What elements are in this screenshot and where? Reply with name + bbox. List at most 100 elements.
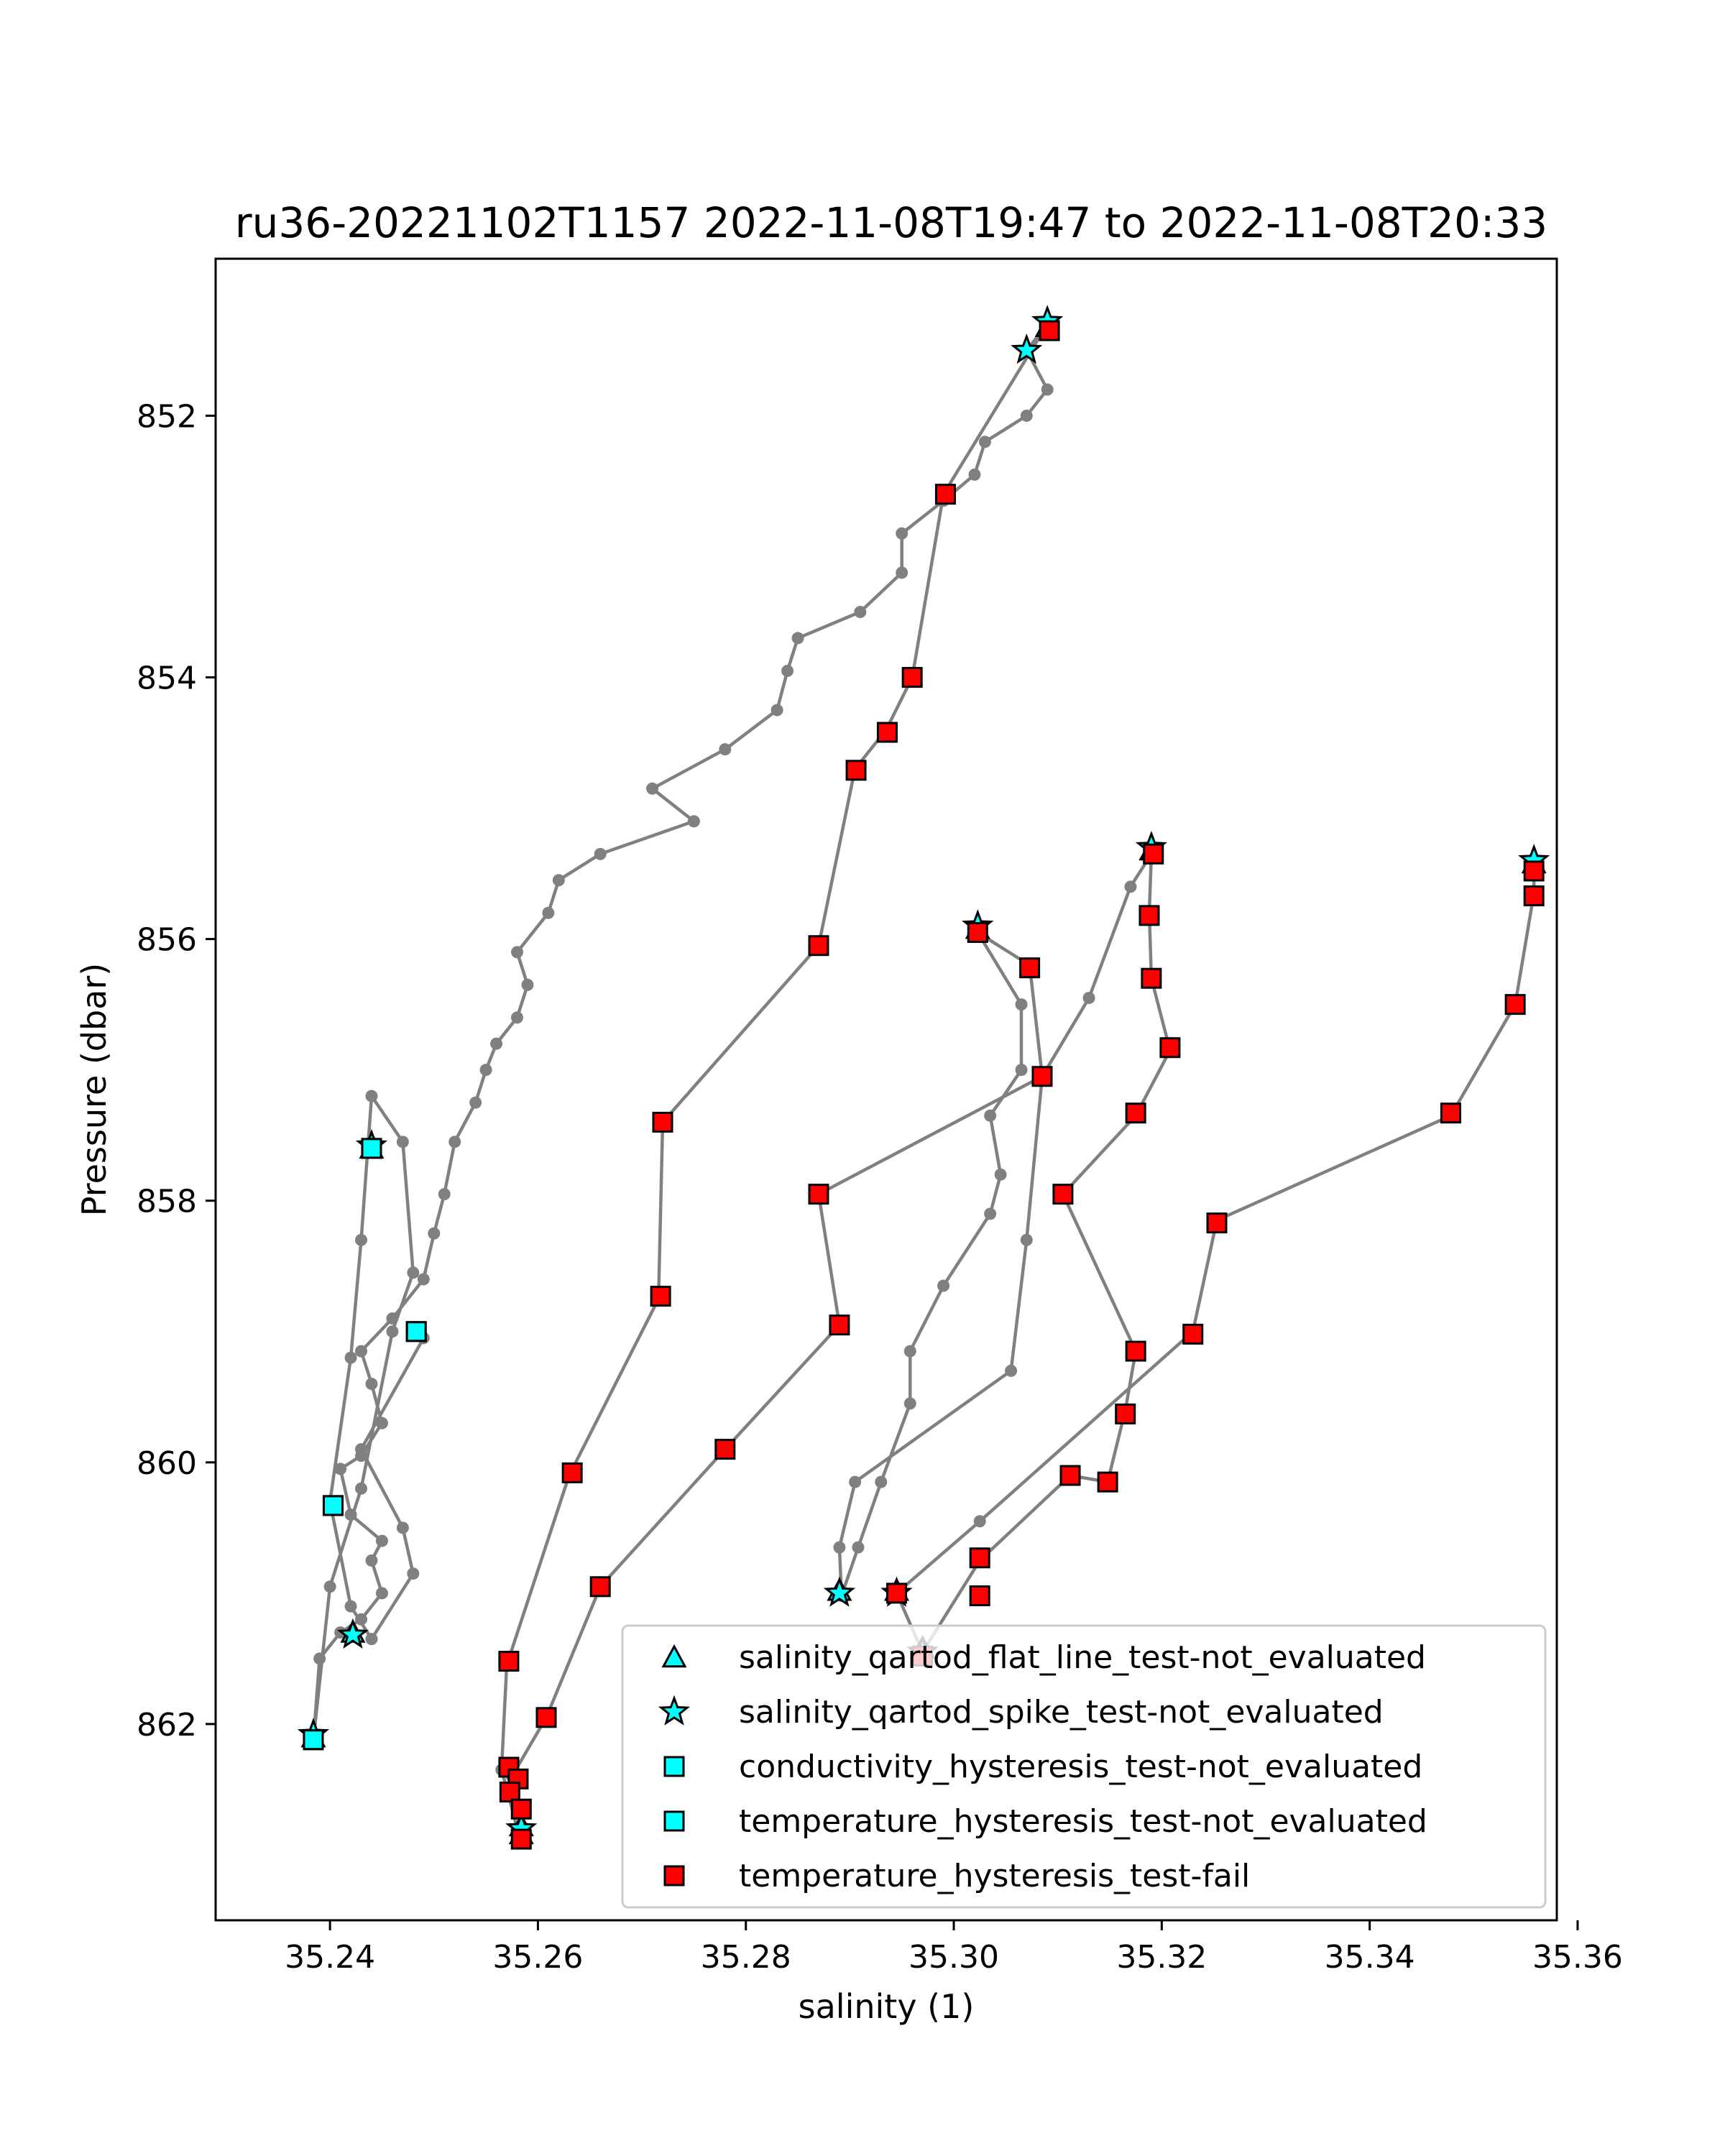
legend-box <box>621 1624 1547 1909</box>
profile-point <box>355 1482 368 1495</box>
profile-point <box>646 782 659 795</box>
square-marker <box>650 1286 671 1307</box>
profile-point <box>552 874 565 887</box>
profile-point <box>355 1345 368 1358</box>
profile-point <box>417 1273 430 1286</box>
profile-point <box>365 1633 378 1646</box>
star-marker <box>336 1618 369 1649</box>
square-marker <box>876 722 898 743</box>
profile-point <box>490 1037 503 1050</box>
legend-label: temperature_hysteresis_test-not_evaluate… <box>739 1803 1427 1840</box>
square-marker <box>1125 1102 1146 1124</box>
y-axis-label: Pressure (dbar) <box>75 963 114 1216</box>
square-marker <box>510 1828 532 1850</box>
legend-item: salinity_qartod_flat_line_test-not_evalu… <box>661 1639 1426 1676</box>
star-marker <box>1011 333 1043 364</box>
x-tick-label: 35.36 <box>1532 1939 1623 1976</box>
square-marker <box>969 1547 990 1569</box>
profile-point <box>323 1580 336 1593</box>
y-tick-label: 862 <box>137 1707 197 1743</box>
square-marker <box>845 760 867 781</box>
y-axis: 852 854 856 858 860 862 <box>137 398 216 1743</box>
legend-square-icon <box>663 1810 685 1832</box>
square-marker <box>498 1651 520 1672</box>
profile-point <box>770 704 783 717</box>
square-marker <box>1115 1403 1136 1424</box>
square-marker <box>1141 967 1162 989</box>
profile-point <box>438 1188 451 1201</box>
profile-point <box>719 743 732 756</box>
profile-line-2 <box>311 1094 426 1741</box>
profile-point <box>852 1541 865 1554</box>
y-tick-label: 860 <box>137 1445 197 1482</box>
legend-triangle-icon <box>661 1644 687 1668</box>
square-marker <box>561 1462 583 1483</box>
profile-point <box>903 1397 916 1410</box>
square-marker <box>901 667 923 688</box>
profile-point <box>854 606 867 619</box>
profile-point <box>407 1567 420 1580</box>
profile-point <box>978 436 991 448</box>
square-marker <box>589 1576 611 1598</box>
square-marker <box>1031 1066 1053 1087</box>
profile-point <box>984 1109 997 1122</box>
profile-point <box>469 1096 482 1109</box>
legend-label: conductivity_hysteresis_test-not_evaluat… <box>739 1749 1422 1785</box>
square-marker <box>1059 1465 1081 1486</box>
profile-point <box>1015 1064 1028 1077</box>
square-marker <box>1504 994 1526 1015</box>
square-marker <box>1523 885 1545 907</box>
legend-item: temperature_hysteresis_test-not_evaluate… <box>663 1803 1427 1840</box>
profile-point <box>479 1064 492 1077</box>
square-marker <box>714 1439 736 1460</box>
legend-item: temperature_hysteresis_test-fail <box>663 1858 1250 1894</box>
profile-point <box>687 815 700 828</box>
square-marker <box>510 1798 532 1820</box>
y-tick-label: 852 <box>137 398 197 435</box>
profile-point <box>396 1135 409 1148</box>
x-tick-label: 35.30 <box>908 1939 999 1976</box>
profile-point <box>375 1587 388 1600</box>
square-marker <box>808 1184 829 1205</box>
profile-point <box>396 1521 409 1534</box>
profile-point <box>386 1325 399 1338</box>
profile-point <box>994 1168 1007 1181</box>
square-marker <box>1125 1340 1146 1362</box>
x-tick-label: 35.26 <box>492 1939 583 1976</box>
square-marker <box>1523 860 1545 882</box>
square-marker <box>1097 1471 1118 1493</box>
profile-point <box>365 1378 378 1391</box>
square-marker <box>934 484 956 505</box>
square-marker <box>1440 1102 1461 1124</box>
legend-item: conductivity_hysteresis_test-not_evaluat… <box>663 1749 1422 1785</box>
profile-point <box>973 1515 986 1528</box>
legend-square-icon <box>663 1756 685 1777</box>
legend-label: temperature_hysteresis_test-fail <box>739 1858 1250 1894</box>
square-marker <box>829 1314 850 1336</box>
square-marker <box>1039 320 1060 341</box>
profile-point <box>407 1266 420 1279</box>
square-marker <box>535 1707 557 1728</box>
y-tick-label: 856 <box>137 922 197 959</box>
profile-point <box>896 566 908 579</box>
x-axis: 35.24 35.26 35.28 35.30 35.32 35.34 35.36 <box>285 1920 1623 1976</box>
legend-star-icon <box>658 1695 691 1726</box>
profile-point <box>875 1475 888 1488</box>
square-marker <box>652 1112 673 1133</box>
square-marker <box>405 1321 427 1342</box>
profile-point <box>1020 1233 1033 1246</box>
profile-point <box>984 1207 997 1220</box>
profile-point <box>1005 1364 1018 1377</box>
profile-point <box>428 1227 441 1240</box>
profile-point <box>344 1600 357 1613</box>
profile-point <box>510 1011 523 1024</box>
profile-point <box>791 632 804 645</box>
profile-point <box>896 527 908 540</box>
profile-point <box>510 946 523 959</box>
square-marker <box>499 1782 520 1803</box>
square-marker <box>1159 1037 1181 1059</box>
square-marker <box>969 1585 990 1607</box>
square-marker <box>1019 957 1041 979</box>
profile-point <box>1082 992 1095 1005</box>
profile-point <box>1020 409 1033 422</box>
